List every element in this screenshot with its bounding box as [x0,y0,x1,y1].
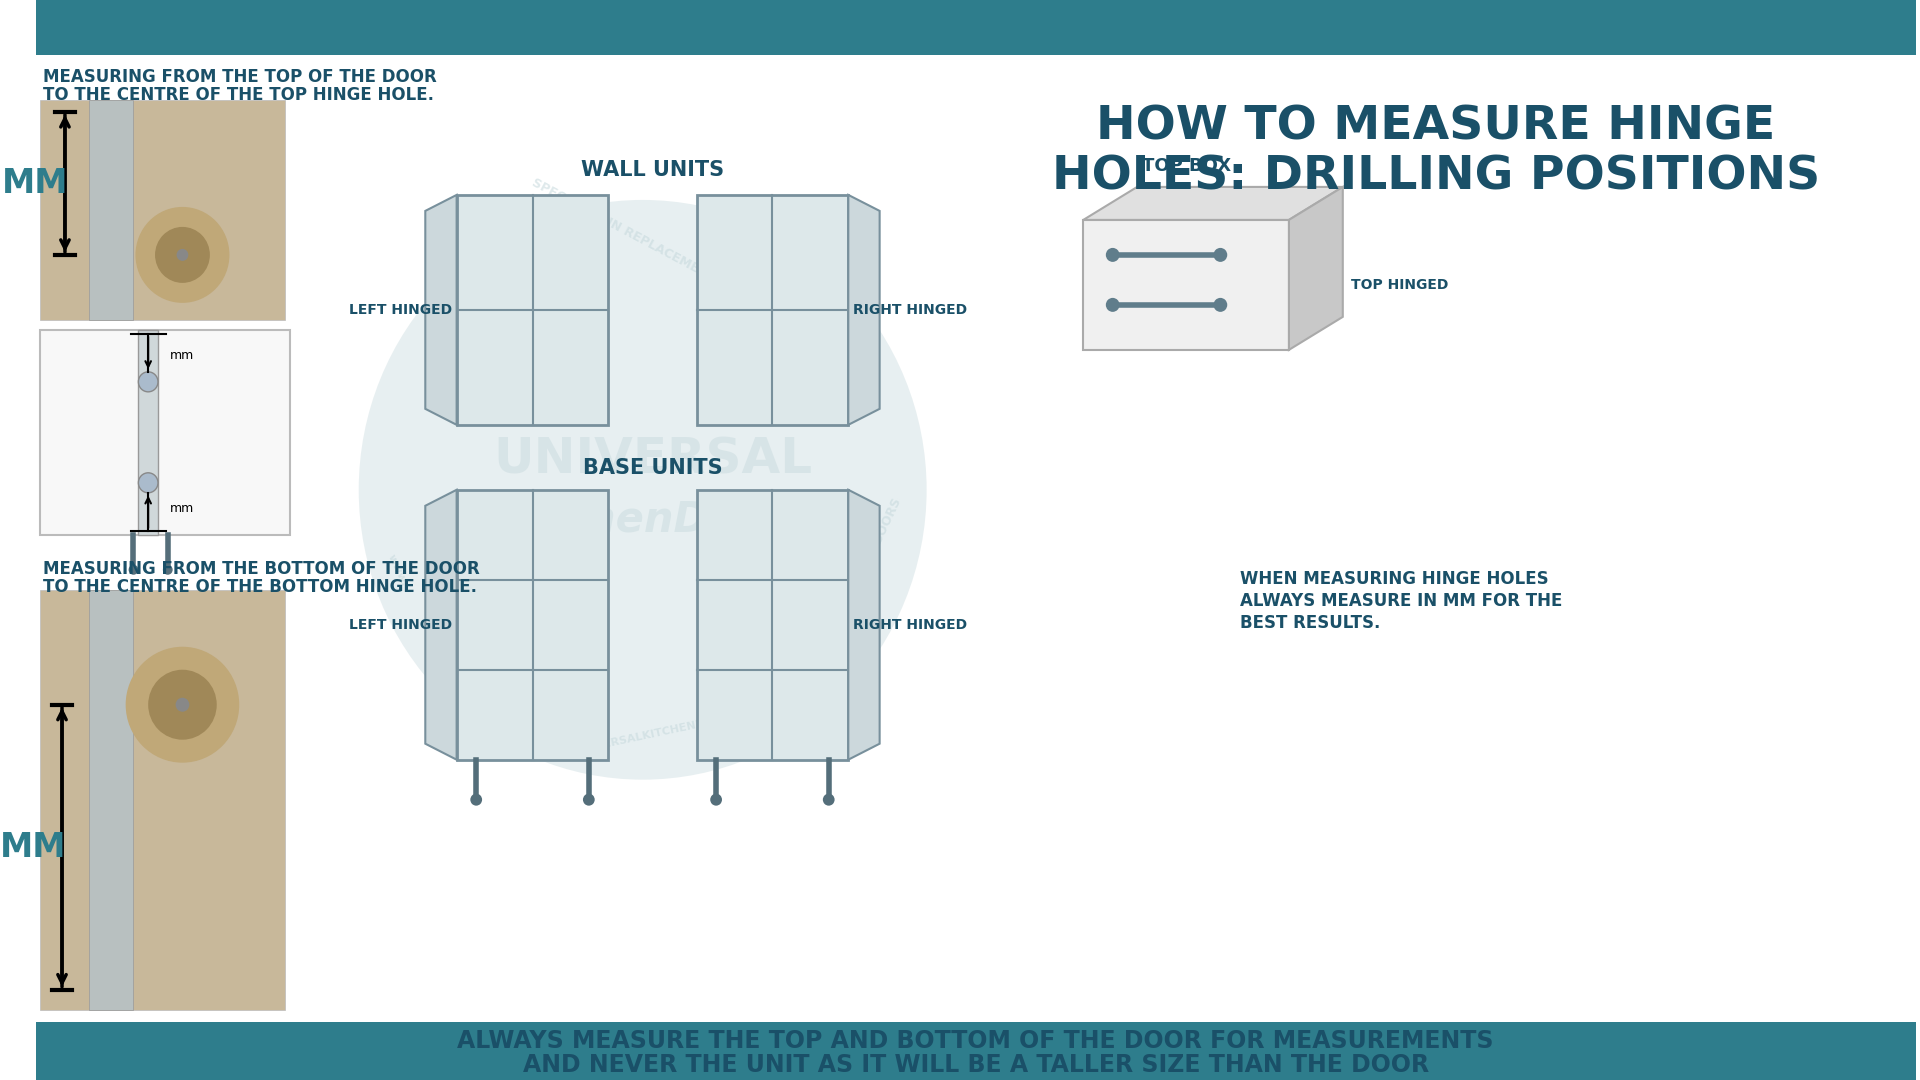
Text: DOORS: DOORS [872,495,904,545]
Text: MM: MM [0,831,65,864]
Circle shape [175,698,190,712]
Polygon shape [849,194,879,424]
Text: TOP BOX: TOP BOX [1142,157,1231,175]
Bar [40,329,290,535]
Circle shape [1106,248,1119,261]
Circle shape [156,227,209,283]
Circle shape [148,670,217,740]
Text: LEFT HINGED: LEFT HINGED [349,302,451,316]
Circle shape [710,794,722,806]
Text: BEST RESULTS.: BEST RESULTS. [1240,613,1380,632]
Bar [1083,220,1288,350]
Text: TO THE CENTRE OF THE TOP HINGE HOLE.: TO THE CENTRE OF THE TOP HINGE HOLE. [44,86,434,104]
Text: WHEN MEASURING HINGE HOLES: WHEN MEASURING HINGE HOLES [1240,570,1549,588]
Polygon shape [1083,187,1342,220]
Polygon shape [1288,187,1342,350]
Text: UNIVERSAL: UNIVERSAL [493,436,812,484]
Text: MEASURING FROM THE BOTTOM OF THE DOOR: MEASURING FROM THE BOTTOM OF THE DOOR [44,559,480,578]
Bar [697,490,849,759]
Text: UNIVERSALKITCHENDOORS.COM: UNIVERSALKITCHENDOORS.COM [572,704,772,756]
Text: BASE UNITS: BASE UNITS [582,458,722,477]
Polygon shape [426,194,457,424]
Text: LEFT HINGED: LEFT HINGED [349,618,451,632]
Circle shape [584,794,595,806]
Circle shape [470,794,482,806]
Bar [697,194,849,424]
Circle shape [1213,248,1227,261]
Circle shape [136,207,230,302]
Bar [90,100,134,320]
Text: RIGHT HINGED: RIGHT HINGED [852,618,968,632]
Text: MEASURING FROM THE TOP OF THE DOOR: MEASURING FROM THE TOP OF THE DOOR [44,68,438,86]
Bar [138,329,157,535]
Circle shape [138,372,157,392]
Text: ALWAYS MEASURE THE TOP AND BOTTOM OF THE DOOR FOR MEASUREMENTS: ALWAYS MEASURE THE TOP AND BOTTOM OF THE… [457,1028,1494,1053]
Bar [40,100,286,320]
Polygon shape [849,490,879,759]
Text: www.: www. [386,552,409,588]
Bar [457,490,609,759]
Text: mm: mm [169,502,194,515]
Bar [40,590,286,1010]
Text: HOLES: DRILLING POSITIONS: HOLES: DRILLING POSITIONS [1052,154,1820,200]
Text: WALL UNITS: WALL UNITS [582,160,724,180]
Text: KitchenDoors: KitchenDoors [495,499,810,541]
Text: MM: MM [2,167,69,200]
Text: ALWAYS MEASURE IN MM FOR THE: ALWAYS MEASURE IN MM FOR THE [1240,592,1563,610]
Circle shape [163,565,173,575]
Circle shape [138,473,157,492]
Circle shape [125,647,240,762]
Circle shape [177,248,188,261]
Text: SPECIALIST IN REPLACEMENT: SPECIALIST IN REPLACEMENT [530,176,716,284]
Bar [457,194,609,424]
Bar [36,0,1916,55]
Text: AND NEVER THE UNIT AS IT WILL BE A TALLER SIZE THAN THE DOOR: AND NEVER THE UNIT AS IT WILL BE A TALLE… [522,1053,1428,1077]
Text: mm: mm [169,349,194,363]
Circle shape [824,794,835,806]
Text: TO THE CENTRE OF THE BOTTOM HINGE HOLE.: TO THE CENTRE OF THE BOTTOM HINGE HOLE. [44,578,478,596]
Polygon shape [426,490,457,759]
Circle shape [1106,298,1119,312]
Circle shape [359,200,927,780]
Bar [36,1022,1916,1080]
Circle shape [129,565,138,575]
Text: RIGHT HINGED: RIGHT HINGED [852,302,968,316]
Text: TOP HINGED: TOP HINGED [1350,278,1448,292]
Bar [90,590,134,1010]
Circle shape [1213,298,1227,312]
Text: HOW TO MEASURE HINGE: HOW TO MEASURE HINGE [1096,105,1776,150]
